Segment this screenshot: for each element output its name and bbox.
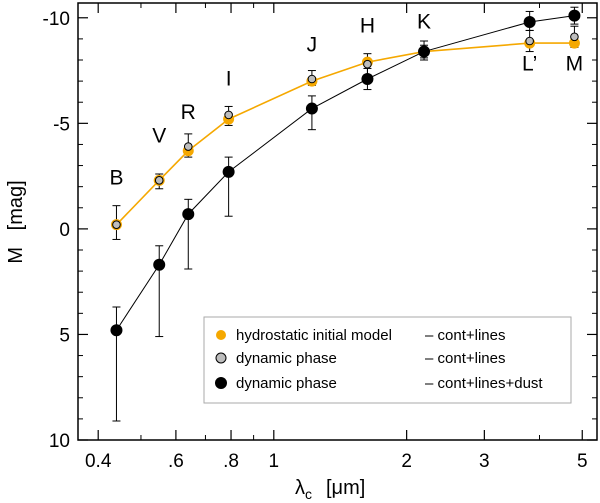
x-tick-label: 3	[479, 451, 490, 472]
legend-label: hydrostatic initial model	[236, 327, 392, 344]
legend-label: dynamic phase	[236, 350, 337, 367]
black-point	[361, 73, 374, 85]
y-tick-label: -5	[53, 114, 70, 135]
legend-marker-black	[215, 377, 227, 389]
gray-point	[154, 176, 164, 185]
x-tick-label: 2	[401, 451, 412, 472]
y-tick-label: 0	[59, 220, 70, 241]
y-tick-labels: -10 -5 0 5 10	[43, 9, 70, 452]
band-label: R	[181, 101, 196, 124]
x-tick-label: .6	[168, 451, 184, 472]
y-tick-label: 10	[49, 431, 70, 452]
legend-label: dynamic phase	[236, 375, 337, 392]
black-point	[305, 102, 318, 115]
x-tick-label: .8	[223, 451, 239, 472]
gray-point	[525, 36, 534, 46]
x-tick-label: 1	[269, 451, 280, 472]
gray-point	[112, 220, 121, 229]
black-point	[523, 16, 536, 28]
x-tick-labels: 0.4 .6 .8 1 2 3 5	[85, 451, 588, 472]
x-tick-label: 0.4	[85, 451, 112, 472]
y-tick-label: 5	[59, 325, 70, 346]
axis-ticks	[78, 3, 597, 441]
band-labels: B VR I J H K L’ M	[109, 10, 583, 189]
x-axis-label: λc [μm]	[295, 477, 365, 502]
x-axis-unit: [μm]	[326, 477, 365, 499]
gray-point	[307, 74, 317, 84]
band-label: L’	[522, 53, 537, 76]
black-point	[418, 45, 431, 58]
band-label: B	[109, 167, 123, 190]
band-label: H	[360, 15, 375, 38]
black-point	[568, 9, 581, 22]
legend-suffix: – cont+lines	[425, 350, 505, 367]
legend-marker-gray	[215, 352, 227, 364]
black-point	[222, 165, 235, 178]
y-axis-label: M [mag]	[5, 180, 27, 263]
legend-box	[203, 316, 572, 404]
band-label: K	[417, 10, 431, 33]
legend-suffix: – cont+lines	[425, 327, 505, 344]
x-axis-subscript: c	[305, 486, 312, 502]
legend-entry-dynamic-gray: dynamic phase – cont+lines	[215, 350, 505, 367]
band-label: I	[226, 67, 232, 90]
legend-suffix: – cont+lines+dust	[425, 375, 543, 392]
black-point	[110, 324, 123, 337]
band-label: J	[307, 34, 318, 57]
x-tick-label: 5	[577, 451, 588, 472]
gray-point	[224, 110, 233, 120]
orange-point	[568, 37, 580, 49]
gray-point	[363, 59, 372, 69]
y-tick-label: -10	[43, 9, 70, 30]
legend: hydrostatic initial model – cont+lines d…	[203, 316, 572, 404]
band-label: V	[152, 124, 166, 147]
gray-point	[570, 32, 579, 42]
black-point	[153, 258, 166, 271]
legend-marker-orange	[216, 330, 226, 340]
data-series	[110, 6, 581, 422]
black-point	[182, 208, 195, 221]
band-label: M	[566, 53, 584, 76]
black-series-line	[116, 15, 575, 331]
legend-entry-hydrostatic: hydrostatic initial model – cont+lines	[216, 327, 505, 344]
plot-frame	[77, 2, 598, 441]
gray-point	[183, 142, 193, 151]
legend-entry-dynamic-black: dynamic phase – cont+lines+dust	[215, 375, 543, 392]
x-axis-symbol: λ	[295, 477, 305, 499]
